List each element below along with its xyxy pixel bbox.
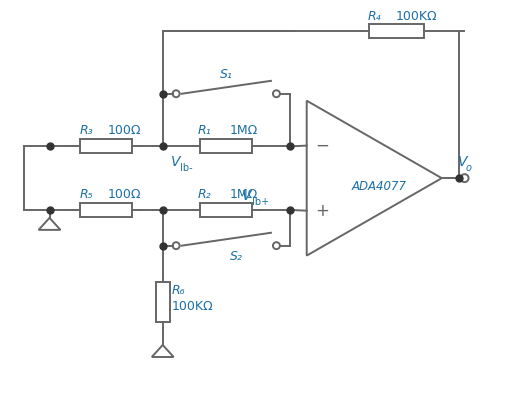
Text: +: + — [316, 202, 330, 220]
Bar — [200, 203, 252, 217]
Text: 1MΩ: 1MΩ — [230, 188, 258, 201]
Text: −: − — [316, 137, 330, 154]
Text: S₂: S₂ — [230, 250, 243, 263]
Text: V: V — [458, 155, 467, 169]
Text: S₁: S₁ — [220, 68, 233, 81]
Text: Ib-: Ib- — [180, 163, 192, 173]
Text: R₅: R₅ — [80, 188, 93, 201]
Bar — [156, 283, 170, 322]
Text: V: V — [242, 189, 252, 203]
Text: ADA4077: ADA4077 — [352, 179, 407, 193]
Text: Ib+: Ib+ — [252, 197, 269, 207]
Text: R₃: R₃ — [80, 125, 93, 137]
Text: R₂: R₂ — [198, 188, 211, 201]
Text: V: V — [171, 155, 180, 169]
Text: 100KΩ: 100KΩ — [172, 300, 213, 313]
Text: R₁: R₁ — [198, 125, 211, 137]
Bar — [81, 139, 132, 153]
Text: 100Ω: 100Ω — [107, 188, 141, 201]
Bar — [81, 203, 132, 217]
Text: 100Ω: 100Ω — [107, 125, 141, 137]
Text: o: o — [465, 163, 472, 173]
Text: R₆: R₆ — [172, 284, 185, 297]
Text: 1MΩ: 1MΩ — [230, 125, 258, 137]
Bar — [200, 139, 252, 153]
Bar — [369, 24, 424, 38]
Text: R₄: R₄ — [368, 10, 382, 23]
Text: 100KΩ: 100KΩ — [395, 10, 437, 23]
